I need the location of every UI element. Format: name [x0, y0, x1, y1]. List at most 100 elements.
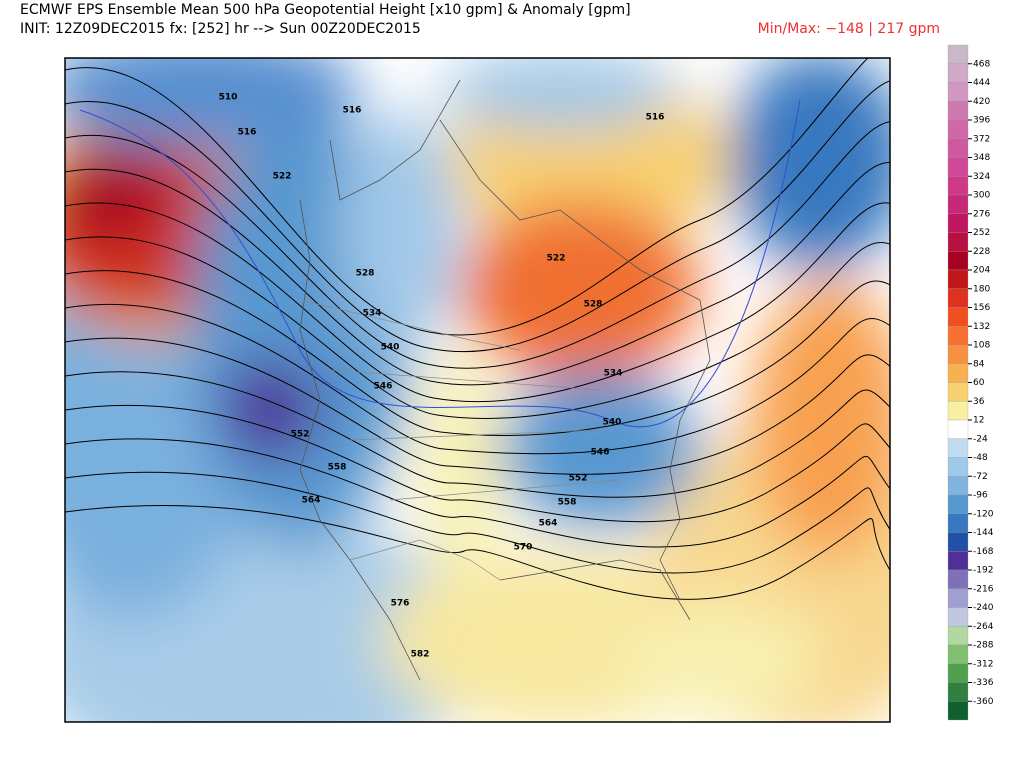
colorbar-label: 156	[973, 303, 990, 313]
colorbar-swatch	[947, 569, 969, 589]
colorbar-swatch	[947, 44, 969, 64]
colorbar-swatch	[947, 213, 969, 233]
colorbar-swatch	[947, 494, 969, 514]
contour-line	[65, 404, 890, 523]
contour-label: 564	[539, 519, 558, 529]
colorbar-swatch	[947, 382, 969, 402]
contour-label: 522	[273, 172, 292, 182]
contour-label: 558	[558, 498, 577, 508]
borders	[299, 299, 621, 581]
contour-line	[65, 303, 890, 455]
colorbar: 468 444 420 396 372 348 324 300 276 252 228 204 180 1…	[947, 44, 994, 721]
colorbar-swatch	[947, 269, 969, 289]
contour-label: 564	[302, 496, 321, 506]
contour-line	[65, 504, 890, 600]
colorbar-label: -240	[973, 603, 994, 613]
colorbar-label: -264	[973, 622, 994, 632]
colorbar-swatch	[947, 457, 969, 477]
contour-label: 552	[291, 430, 310, 440]
colorbar-swatch	[947, 63, 969, 83]
colorbar-label: -336	[973, 678, 994, 688]
min-max: Min/Max: −148 | 217 gpm	[758, 21, 940, 37]
colorbar-swatch	[947, 307, 969, 327]
colorbar-label: -48	[973, 453, 988, 463]
contour-line	[65, 161, 890, 386]
subtitle: INIT: 12Z09DEC2015 fx: [252] hr --> Sun …	[20, 21, 421, 37]
colorbar-label: -312	[973, 659, 993, 669]
colorbar-label: -216	[973, 584, 994, 594]
colorbar-label: -96	[973, 491, 988, 501]
colorbar-swatch	[947, 251, 969, 271]
colorbar-label: -168	[973, 547, 994, 557]
contour-line	[65, 270, 890, 437]
contour-label: 528	[356, 269, 375, 279]
colorbar-swatch	[947, 363, 969, 383]
colorbar-label: 324	[973, 172, 990, 182]
map-frame	[64, 57, 891, 723]
colorbar-label: -192	[973, 566, 993, 576]
map	[65, 58, 890, 722]
colorbar-swatch	[947, 438, 969, 458]
colorbar-swatch	[947, 419, 969, 439]
contour-line	[65, 80, 890, 353]
colorbar-swatch	[947, 607, 969, 627]
contour-line	[65, 58, 869, 336]
colorbar-swatch	[947, 682, 969, 702]
contour-label: 516	[343, 106, 362, 116]
colorbar-swatch	[947, 401, 969, 421]
colorbar-swatch	[947, 194, 969, 214]
colorbar-label: 108	[973, 341, 990, 351]
contour-label: 516	[646, 113, 665, 123]
colorbar-swatch	[947, 82, 969, 102]
contour-line	[65, 236, 890, 419]
contour-label: 552	[569, 474, 588, 484]
colorbar-swatch	[947, 138, 969, 158]
colorbar-swatch	[947, 176, 969, 196]
colorbar-label: 36	[973, 397, 985, 407]
colorbar-label: 180	[973, 284, 990, 294]
colorbar-label: -288	[973, 641, 994, 651]
contour-label: 522	[547, 254, 566, 264]
anomaly-field	[65, 58, 890, 722]
colorbar-swatch	[947, 119, 969, 139]
colorbar-label: -120	[973, 509, 994, 519]
contour-label: 540	[603, 418, 622, 428]
contour-line	[65, 371, 890, 498]
colorbar-swatch	[947, 326, 969, 346]
contours	[65, 58, 890, 600]
colorbar-swatch	[947, 588, 969, 608]
colorbar-swatch	[947, 476, 969, 496]
colorbar-label: 468	[973, 59, 990, 69]
colorbar-swatch	[947, 551, 969, 571]
colorbar-label: 84	[973, 359, 985, 369]
colorbar-swatch	[947, 232, 969, 252]
colorbar-swatch	[947, 157, 969, 177]
colorbar-label: 228	[973, 247, 990, 257]
coastlines	[299, 79, 711, 681]
colorbar-label: 444	[973, 78, 990, 88]
colorbar-label: 204	[973, 266, 990, 276]
contour-label: 516	[238, 128, 257, 138]
colorbar-swatch	[947, 344, 969, 364]
colorbar-swatch	[947, 701, 969, 721]
colorbar-swatch	[947, 532, 969, 552]
contour-label: 546	[374, 382, 393, 392]
colorbar-label: -72	[973, 472, 988, 482]
contour-line	[65, 438, 890, 548]
colorbar-label: -360	[973, 697, 994, 707]
colorbar-swatch	[947, 288, 969, 308]
colorbar-swatch	[947, 101, 969, 121]
contour-label: 534	[604, 369, 623, 379]
colorbar-label: 132	[973, 322, 990, 332]
contour-label: 540	[381, 343, 400, 353]
contour-label: 576	[391, 599, 410, 609]
colorbar-label: 372	[973, 134, 990, 144]
title: ECMWF EPS Ensemble Mean 500 hPa Geopoten…	[20, 2, 631, 18]
contour-line	[65, 337, 890, 475]
colorbar-label: 420	[973, 97, 990, 107]
contour-label: 582	[411, 650, 430, 660]
contour-line	[65, 471, 890, 574]
colorbar-label: 276	[973, 209, 990, 219]
